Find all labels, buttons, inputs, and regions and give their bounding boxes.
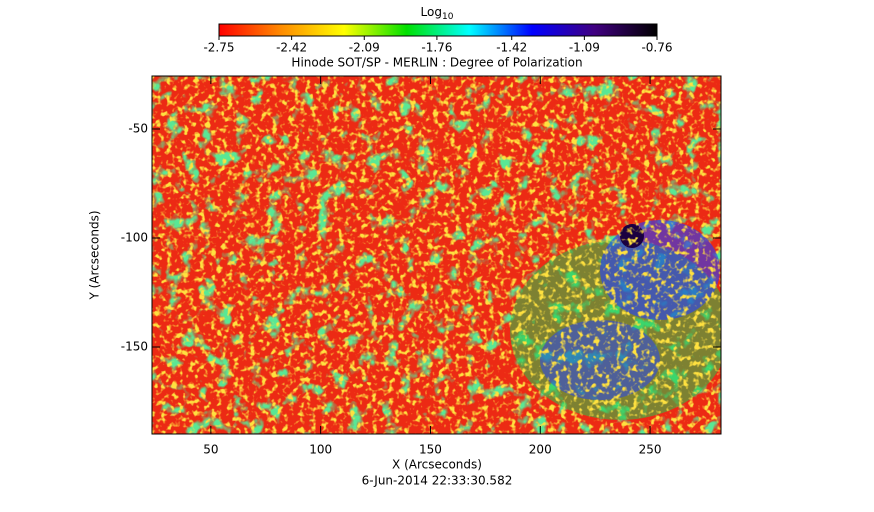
x-axis-label: X (Arcseconds) xyxy=(392,458,482,472)
y-tick-label: -100 xyxy=(121,230,148,244)
plot-frame xyxy=(151,75,722,435)
footer: 6-Jun-2014 22:33:30.582 xyxy=(362,474,513,488)
x-tick-label: 150 xyxy=(419,443,442,457)
x-tick-label: 100 xyxy=(309,443,332,457)
y-tick-label: -150 xyxy=(121,340,148,354)
colorbar-tick-label: -2.75 xyxy=(203,41,234,55)
colorbar-tick-label: -1.42 xyxy=(496,41,527,55)
x-tick-label: 200 xyxy=(529,443,552,457)
x-tick-label: 250 xyxy=(639,443,662,457)
colorbar-tick-label: -1.09 xyxy=(569,41,600,55)
y-tick-label: -50 xyxy=(128,121,148,135)
colorbar-label: Log10 xyxy=(421,5,454,22)
colorbar-tick-label: -0.76 xyxy=(641,41,672,55)
chart-title: Hinode SOT/SP - MERLIN : Degree of Polar… xyxy=(291,56,582,70)
colorbar-tick-label: -2.42 xyxy=(276,41,307,55)
x-tick-label: 50 xyxy=(203,443,218,457)
colorbar-tick-label: -2.09 xyxy=(349,41,380,55)
colorbar xyxy=(218,23,658,37)
y-axis-label: Y (Arcseconds) xyxy=(88,210,102,300)
image xyxy=(152,76,721,434)
colorbar-tick-label: -1.76 xyxy=(421,41,452,55)
